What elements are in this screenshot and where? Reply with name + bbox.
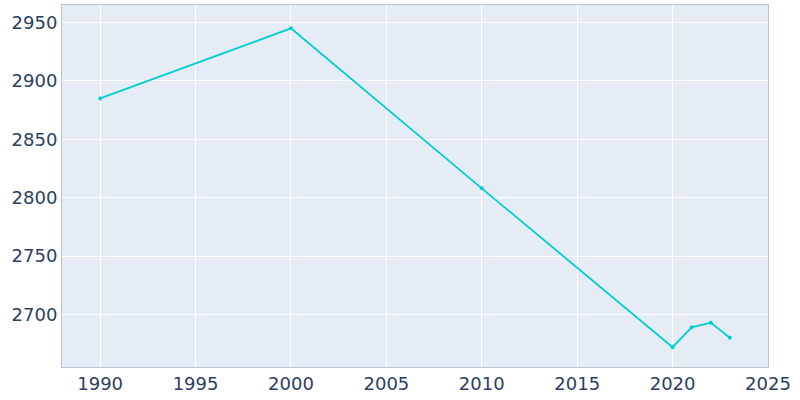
svg-text:1990: 1990 — [77, 373, 123, 394]
svg-text:2025: 2025 — [745, 373, 791, 394]
svg-text:2015: 2015 — [554, 373, 600, 394]
svg-text:2010: 2010 — [459, 373, 505, 394]
svg-text:2950: 2950 — [12, 12, 58, 33]
svg-text:1995: 1995 — [173, 373, 219, 394]
svg-text:2005: 2005 — [363, 373, 409, 394]
svg-text:2800: 2800 — [12, 187, 58, 208]
svg-text:2020: 2020 — [650, 373, 696, 394]
svg-text:2900: 2900 — [12, 70, 58, 91]
svg-text:2750: 2750 — [12, 245, 58, 266]
svg-text:2700: 2700 — [12, 304, 58, 325]
svg-text:2000: 2000 — [268, 373, 314, 394]
svg-text:2850: 2850 — [12, 129, 58, 150]
